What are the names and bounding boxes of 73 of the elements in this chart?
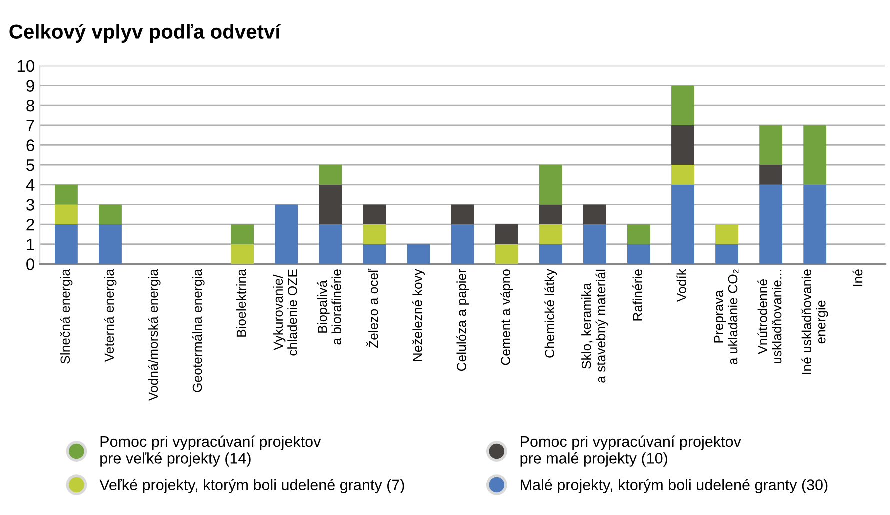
bar bbox=[319, 184, 342, 225]
legend-label: Veľké projekty, ktorým boli udelené granty (7) bbox=[100, 479, 404, 494]
x-tick-label: Vodná/morská energia bbox=[148, 269, 161, 402]
bar bbox=[319, 224, 342, 264]
legend-label: Malé projekty, ktorým boli udelené granty (30) bbox=[521, 479, 828, 494]
x-tick-label: Iné uskladňovanie energie bbox=[802, 270, 828, 374]
x-tick-label: Sklo, keramika a stavebný materiál bbox=[582, 270, 608, 383]
x-tick-label: Vodík bbox=[676, 269, 687, 302]
x-tick-label: Preprava a ukladanie CO₂ bbox=[714, 270, 739, 365]
y-tick-label: 8 bbox=[26, 100, 34, 112]
bar bbox=[672, 165, 694, 185]
x-tick-label: Železo a oceľ bbox=[366, 268, 378, 348]
bar bbox=[55, 184, 78, 205]
bar bbox=[99, 204, 122, 225]
bar bbox=[627, 244, 650, 264]
y-tick-label: 1 bbox=[27, 238, 34, 250]
y-tick-label: 2 bbox=[26, 218, 34, 231]
bar bbox=[716, 224, 738, 244]
bar bbox=[363, 204, 386, 225]
bar bbox=[495, 224, 518, 244]
y-tick-label: 4 bbox=[26, 179, 35, 191]
x-tick-label: Neželezné kovy bbox=[412, 269, 425, 362]
bar bbox=[539, 244, 562, 264]
x-tick-label: Biopalivá a biorafinérie bbox=[317, 270, 342, 345]
bar bbox=[275, 204, 298, 264]
legend-label: Pomoc pri vypracúvaní projektov pre veľké projekty (14) bbox=[100, 436, 322, 467]
chart-title: Celkový vplyv podľa odvetví bbox=[10, 24, 282, 43]
bar bbox=[716, 244, 738, 264]
bar bbox=[760, 125, 783, 166]
bar bbox=[363, 244, 386, 264]
y-tick-label: 10 bbox=[18, 60, 35, 72]
bar bbox=[760, 165, 783, 185]
bar bbox=[319, 165, 342, 185]
x-tick-label: Vykurovanie/ chladenie OZE bbox=[273, 270, 298, 356]
bar bbox=[583, 204, 606, 225]
bar bbox=[363, 224, 386, 244]
bar bbox=[760, 184, 783, 264]
y-tick-label: 9 bbox=[26, 80, 34, 92]
bar bbox=[583, 224, 606, 264]
x-tick-label: Bioelektrina bbox=[236, 269, 246, 337]
bar bbox=[99, 224, 122, 264]
bar bbox=[804, 184, 827, 264]
bar bbox=[672, 184, 694, 264]
y-tick-label: 3 bbox=[26, 199, 34, 211]
legend-label: Pomoc pri vypracúvaní projektov pre malé projekty (10) bbox=[520, 436, 742, 467]
x-tick-label: Vnútrodenné uskladňovanie... bbox=[758, 270, 782, 364]
bar bbox=[407, 244, 430, 264]
bar bbox=[804, 125, 827, 185]
bar bbox=[451, 224, 474, 264]
bar bbox=[231, 224, 254, 244]
x-tick-label: Veterná energia bbox=[104, 269, 117, 362]
bar bbox=[495, 244, 518, 264]
x-tick-label: Celulóza a papier bbox=[456, 269, 470, 372]
y-tick-label: 0 bbox=[26, 258, 35, 270]
x-tick-label: Slnečná energia bbox=[60, 269, 73, 364]
y-tick-label: 6 bbox=[26, 140, 34, 152]
bar bbox=[451, 204, 474, 225]
x-tick-label: Iné bbox=[852, 270, 863, 286]
bar bbox=[672, 86, 694, 126]
bar bbox=[231, 244, 254, 264]
bar bbox=[627, 224, 650, 244]
x-tick-label: Geotermálna energia bbox=[192, 269, 205, 392]
bar bbox=[672, 125, 694, 166]
y-tick-label: 5 bbox=[26, 160, 34, 172]
y-tick-label: 7 bbox=[26, 120, 34, 132]
bar bbox=[539, 224, 562, 244]
bar bbox=[539, 165, 562, 205]
x-tick-label: Chemické látky bbox=[544, 269, 558, 358]
bar bbox=[539, 204, 562, 225]
x-tick-label: Cement a vápno bbox=[500, 270, 514, 366]
bar bbox=[55, 224, 78, 264]
x-tick-label: Rafinérie bbox=[632, 270, 642, 321]
bar bbox=[55, 204, 78, 225]
